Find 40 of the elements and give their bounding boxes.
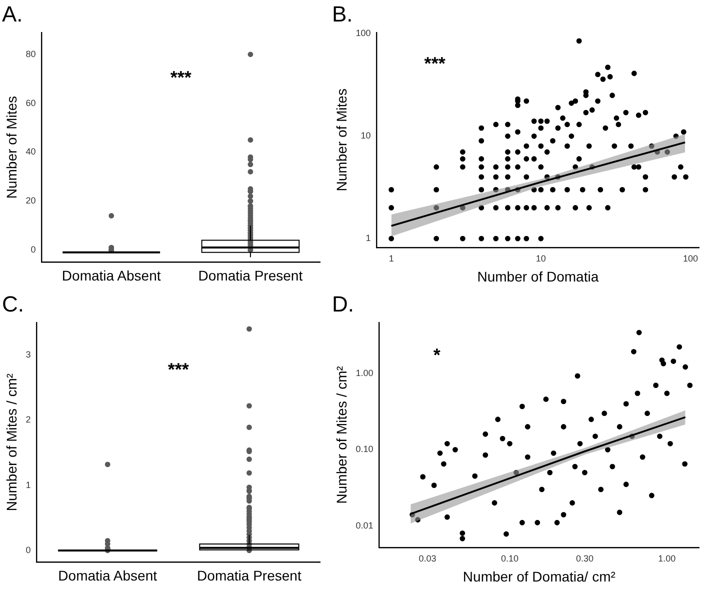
x-tick-label: 0.30 (576, 553, 594, 564)
chart-title: C. (2, 291, 24, 316)
x-tick-label: 0.10 (500, 553, 518, 564)
x-tick-label: Domatia Absent (62, 267, 161, 284)
y-tick-label: 0 (30, 244, 36, 254)
annotation: *** (170, 67, 192, 88)
y-axis-title: Number of Mites (3, 96, 20, 199)
x-axis-title: Number of Domatia/ cm² (462, 568, 616, 584)
y-tick-label: 40 (26, 146, 36, 157)
y-tick-label: 2 (26, 414, 31, 425)
y-tick-label: 20 (26, 196, 36, 206)
x-axis-title: Number of Domatia (477, 268, 599, 284)
chart-title: A. (2, 1, 23, 26)
x-tick-label: Domatia Absent (58, 567, 158, 584)
x-tick-label: 10 (536, 253, 546, 264)
chart-title: B. (332, 1, 353, 26)
y-tick-label: 0.10 (356, 444, 374, 454)
x-tick-label: Domatia Present (198, 267, 303, 284)
x-tick-label: Domatia Present (197, 567, 302, 584)
y-axis-title: Number of Mites / cm² (333, 366, 350, 504)
y-axis-title: Number of Mites (333, 88, 350, 192)
y-tick-label: 1 (366, 233, 371, 244)
annotation: * (433, 345, 440, 366)
y-tick-label: 0 (26, 544, 31, 555)
chart-title: D. (332, 291, 354, 316)
y-tick-label: 100 (356, 28, 371, 38)
y-tick-label: 1 (26, 480, 31, 490)
x-tick-label: 1.00 (658, 553, 676, 564)
y-tick-label: 0.01 (356, 520, 374, 530)
x-tick-label: 100 (682, 253, 698, 264)
y-tick-label: 10 (360, 130, 371, 141)
annotation: *** (424, 54, 446, 74)
y-tick-label: 3 (26, 349, 31, 360)
x-tick-label: 0.03 (418, 553, 436, 564)
annotation: *** (168, 359, 189, 380)
y-tick-label: 1.00 (356, 368, 374, 378)
x-tick-label: 1 (388, 253, 394, 264)
y-axis-title: Number of Mites / cm² (3, 373, 20, 512)
y-tick-label: 80 (26, 48, 36, 59)
y-tick-label: 60 (26, 98, 36, 108)
